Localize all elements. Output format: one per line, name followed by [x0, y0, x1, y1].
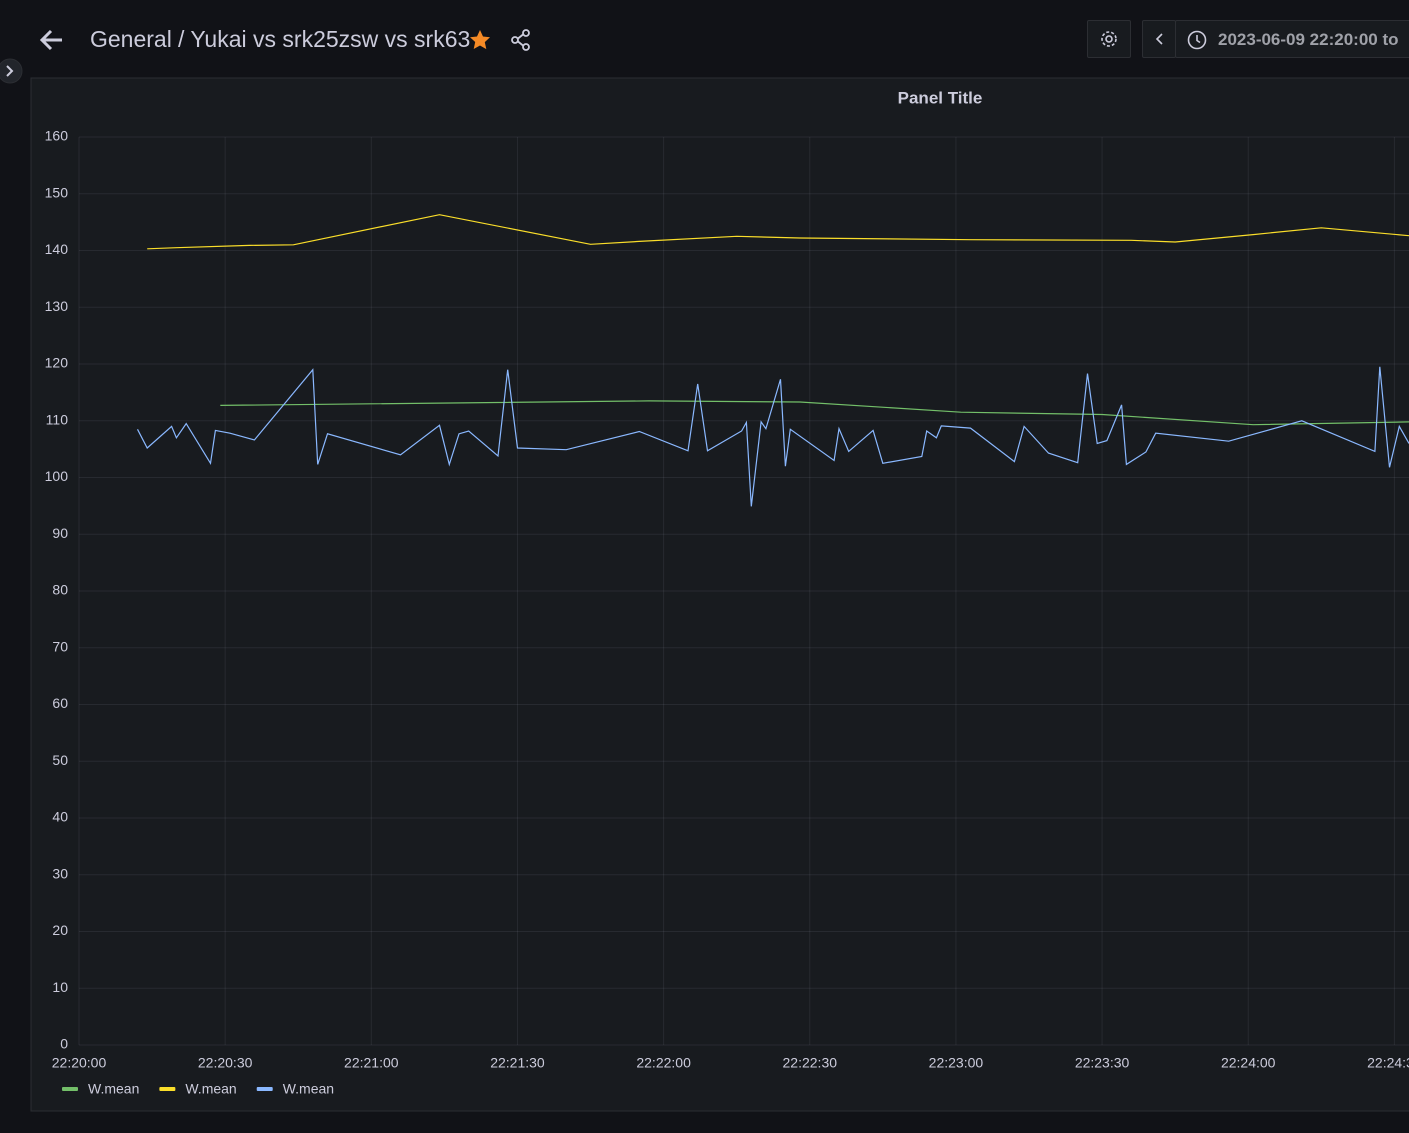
star-icon[interactable] [469, 29, 491, 51]
legend-label[interactable]: W.mean [283, 1081, 334, 1097]
y-tick-label: 10 [52, 979, 68, 995]
y-tick-label: 130 [45, 298, 69, 314]
legend-swatch [159, 1087, 176, 1091]
y-tick-label: 110 [46, 411, 69, 427]
dashboard-title: / Yukai vs srk25zsw vs srk63 [178, 26, 471, 52]
y-tick-label: 90 [52, 525, 68, 541]
series-line [147, 214, 1409, 250]
y-tick-label: 0 [60, 1036, 68, 1052]
y-tick-label: 120 [45, 355, 69, 371]
x-tick-label: 22:21:00 [344, 1055, 399, 1071]
panel [30, 77, 1409, 1112]
x-tick-label: 22:23:30 [1075, 1055, 1130, 1071]
y-tick-label: 80 [52, 582, 68, 598]
legend-label[interactable]: W.mean [88, 1081, 139, 1097]
clock-icon [1187, 30, 1207, 50]
plot-area [136, 214, 1409, 507]
x-tick-label: 22:22:30 [783, 1055, 838, 1071]
x-tick-label: 22:20:00 [52, 1055, 107, 1071]
time-range: 2023-06-09 22:20:00 to [1218, 30, 1399, 49]
legend-swatch [256, 1087, 273, 1091]
breadcrumb[interactable]: General [90, 26, 172, 52]
series-line [220, 400, 1409, 426]
chevron-left [1155, 33, 1163, 45]
legend-swatch [62, 1087, 78, 1091]
y-tick-label: 20 [52, 922, 68, 938]
y-tick-label: 100 [45, 468, 69, 484]
sidebar-toggle[interactable] [0, 58, 24, 86]
x-tick-label: 22:21:30 [490, 1055, 545, 1071]
series-line [136, 366, 1409, 507]
legend-label[interactable]: W.mean [185, 1081, 236, 1097]
settings-button[interactable] [1087, 20, 1131, 58]
y-tick-label: 150 [45, 184, 69, 200]
x-tick-label: 22:24:30 [1367, 1055, 1409, 1071]
time-back-button[interactable] [1142, 20, 1176, 58]
settings-icon [1101, 31, 1117, 47]
y-tick-label: 70 [52, 638, 68, 654]
y-tick-label: 160 [45, 128, 69, 144]
y-tick-label: 40 [52, 809, 68, 825]
share-icon[interactable] [510, 29, 532, 51]
x-tick-label: 22:24:00 [1221, 1055, 1276, 1071]
y-tick-label: 140 [45, 241, 69, 257]
panel-title: Panel Title [898, 88, 983, 107]
x-tick-label: 22:20:30 [198, 1055, 253, 1071]
x-tick-label: 22:23:00 [929, 1055, 984, 1071]
y-tick-label: 30 [52, 865, 68, 881]
header: General / Yukai vs srk25zsw vs srk63 202… [0, 0, 1409, 78]
y-tick-label: 60 [52, 695, 68, 711]
x-tick-label: 22:22:00 [636, 1055, 691, 1071]
y-tick-label: 50 [52, 752, 68, 768]
time-picker[interactable] [1175, 20, 1409, 58]
back-button[interactable] [36, 26, 68, 54]
